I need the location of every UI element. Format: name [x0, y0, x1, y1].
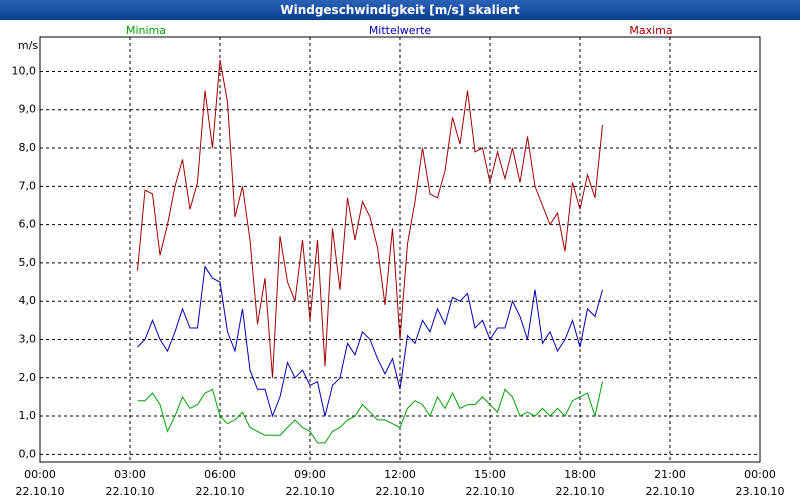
x-tick-label: 21:00 22.10.10 [645, 468, 695, 498]
y-tick-label: 10,0 [12, 64, 37, 77]
y-tick-label: 7,0 [19, 179, 37, 192]
x-tick-label: 06:00 22.10.10 [195, 468, 245, 498]
x-tick-label: 03:00 22.10.10 [105, 468, 155, 498]
y-tick-label: 5,0 [19, 256, 37, 269]
y-axis-label: m/s [18, 39, 38, 52]
chart-title: Windgeschwindigkeit [m/s] skaliert [0, 0, 800, 20]
y-tick-label: 2,0 [19, 371, 37, 384]
x-tick-label: 00:00 23.10.10 [735, 468, 785, 498]
x-tick-label: 00:00 22.10.10 [15, 468, 65, 498]
legend-label: Mittelwerte [369, 24, 432, 37]
x-tick-label: 18:00 22.10.10 [555, 468, 605, 498]
legend-label: Maxima [629, 24, 672, 37]
x-tick-label: 09:00 22.10.10 [285, 468, 335, 498]
legend-label: Minima [126, 24, 166, 37]
y-tick-label: 1,0 [19, 409, 37, 422]
y-tick-label: 4,0 [19, 294, 37, 307]
y-tick-label: 9,0 [19, 103, 37, 116]
y-tick-label: 0,0 [19, 447, 37, 460]
x-tick-label: 15:00 22.10.10 [465, 468, 515, 498]
series-line [137, 265, 603, 418]
x-tick-label: 12:00 22.10.10 [375, 468, 425, 498]
series-line [137, 59, 603, 378]
y-tick-label: 3,0 [19, 332, 37, 345]
series-line [137, 381, 603, 444]
y-tick-label: 8,0 [19, 141, 37, 154]
y-tick-label: 6,0 [19, 218, 37, 231]
